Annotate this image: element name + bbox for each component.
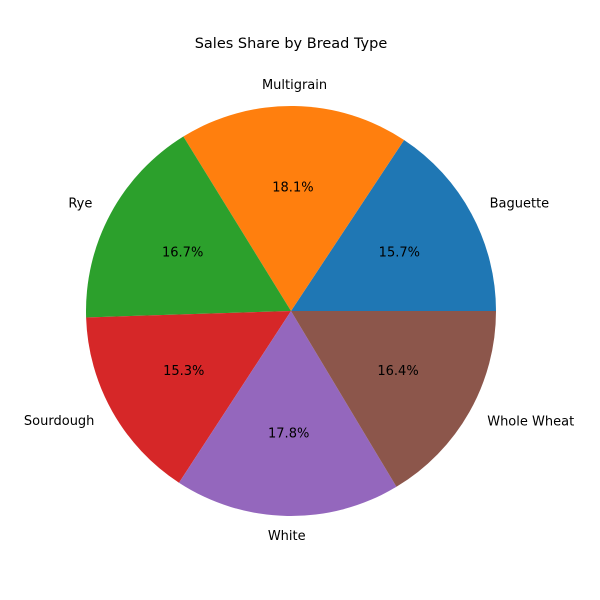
slice-label-sourdough: Sourdough — [24, 414, 95, 429]
chart-title: Sales Share by Bread Type — [195, 36, 388, 52]
slice-percent-baguette: 15.7% — [379, 245, 420, 260]
pie-slice-sourdough — [86, 311, 291, 483]
pie-slice-baguette — [291, 140, 496, 311]
slice-percent-sourdough: 15.3% — [163, 364, 204, 379]
slice-label-white: White — [268, 529, 306, 544]
slice-label-rye: Rye — [68, 197, 92, 212]
pie-slice-multigrain — [183, 106, 405, 311]
pie-labels: Baguette 15.7% Multigrain 18.1% Rye 16.7% Sour… — [24, 78, 574, 544]
pie-slice-white — [178, 311, 397, 516]
pie-slice-rye — [86, 136, 292, 318]
pie-slice-whole-wheat — [291, 311, 496, 487]
slice-label-baguette: Baguette — [490, 197, 550, 212]
slice-percent-white: 17.8% — [268, 426, 309, 441]
slice-percent-whole-wheat: 16.4% — [377, 364, 418, 379]
slice-label-whole-wheat: Whole Wheat — [487, 415, 574, 430]
pie-slices — [86, 106, 496, 516]
slice-percent-multigrain: 18.1% — [272, 181, 313, 196]
slice-label-multigrain: Multigrain — [262, 78, 327, 93]
slice-percent-rye: 16.7% — [162, 245, 203, 260]
